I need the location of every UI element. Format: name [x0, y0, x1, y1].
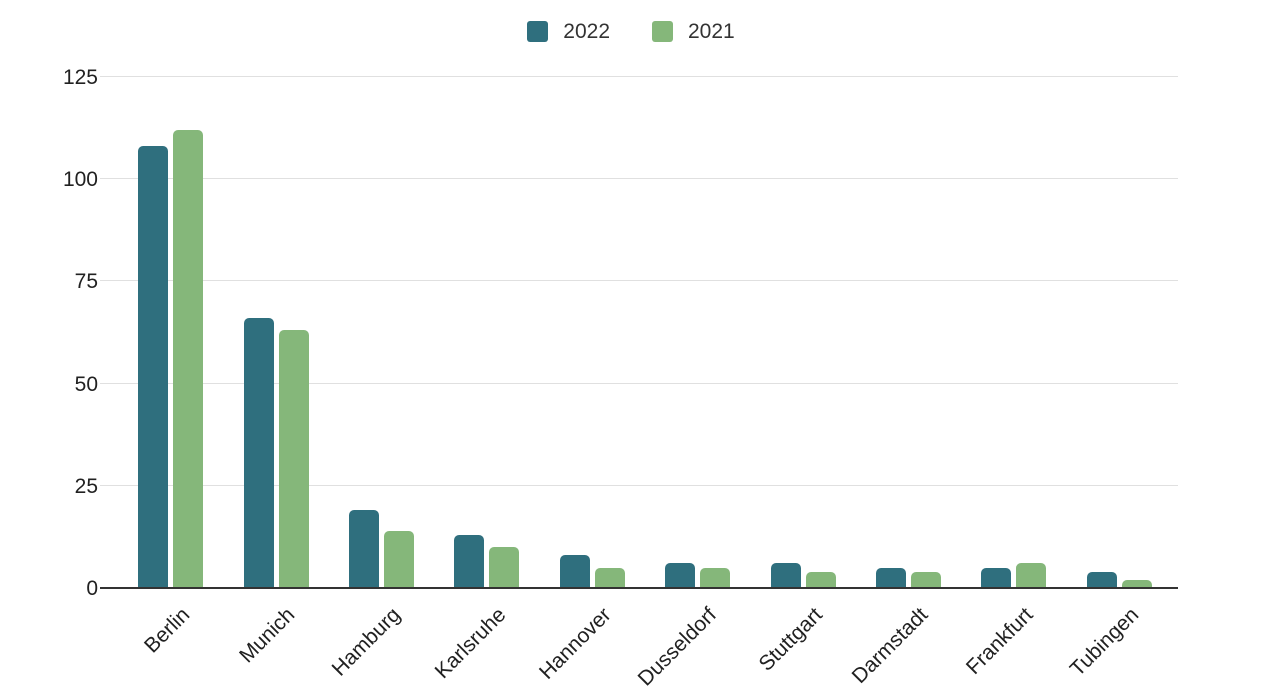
bar-munich-2021: [278, 330, 309, 588]
bar-tubingen-2022: [1086, 572, 1117, 588]
bar-dusseldorf-2021: [700, 568, 731, 588]
x-axis-line: [100, 587, 1178, 589]
y-axis-label-25: 25: [74, 474, 98, 498]
bar-frankfurt-2021: [1016, 563, 1047, 588]
bar-tubingen-2021: [1121, 580, 1152, 588]
bar-hamburg-2022: [349, 510, 379, 588]
y-axis-label-75: 75: [74, 270, 98, 294]
y-axis-label-125: 125: [62, 66, 98, 89]
legend-swatch-2022-icon: [527, 21, 549, 42]
y-axis-label-100: 100: [62, 168, 98, 192]
bar-darmstadt-2022: [876, 568, 906, 588]
bar-karlsruhe-2022: [454, 535, 485, 588]
gridline-100: [100, 178, 1178, 180]
bar-darmstadt-2021: [911, 572, 941, 588]
bar-stuttgart-2021: [805, 572, 836, 588]
gridline-50: [100, 382, 1178, 384]
bar-hamburg-2021: [384, 531, 414, 588]
legend-item-2022: 2022: [527, 21, 610, 42]
bar-hannover-2021: [594, 568, 625, 588]
chart-legend: 2022 2021: [0, 21, 1262, 42]
bar-frankfurt-2022: [981, 568, 1012, 588]
bar-dusseldorf-2022: [665, 563, 696, 588]
bar-hannover-2022: [559, 555, 590, 588]
bar-berlin-2022: [138, 146, 169, 588]
y-axis-label-0: 0: [86, 577, 98, 600]
legend-label-2021: 2021: [688, 20, 735, 43]
bar-karlsruhe-2021: [489, 547, 520, 588]
legend-swatch-2021-icon: [652, 21, 673, 42]
bar-munich-2022: [243, 318, 274, 588]
legend-label-2022: 2022: [563, 20, 610, 43]
gridline-75: [100, 280, 1178, 282]
bar-stuttgart-2022: [770, 563, 801, 588]
bar-berlin-2021: [173, 130, 204, 588]
y-axis-label-50: 50: [74, 372, 98, 396]
legend-item-2021: 2021: [652, 21, 735, 42]
gridline-25: [100, 484, 1178, 486]
gridline-125: [100, 76, 1178, 77]
